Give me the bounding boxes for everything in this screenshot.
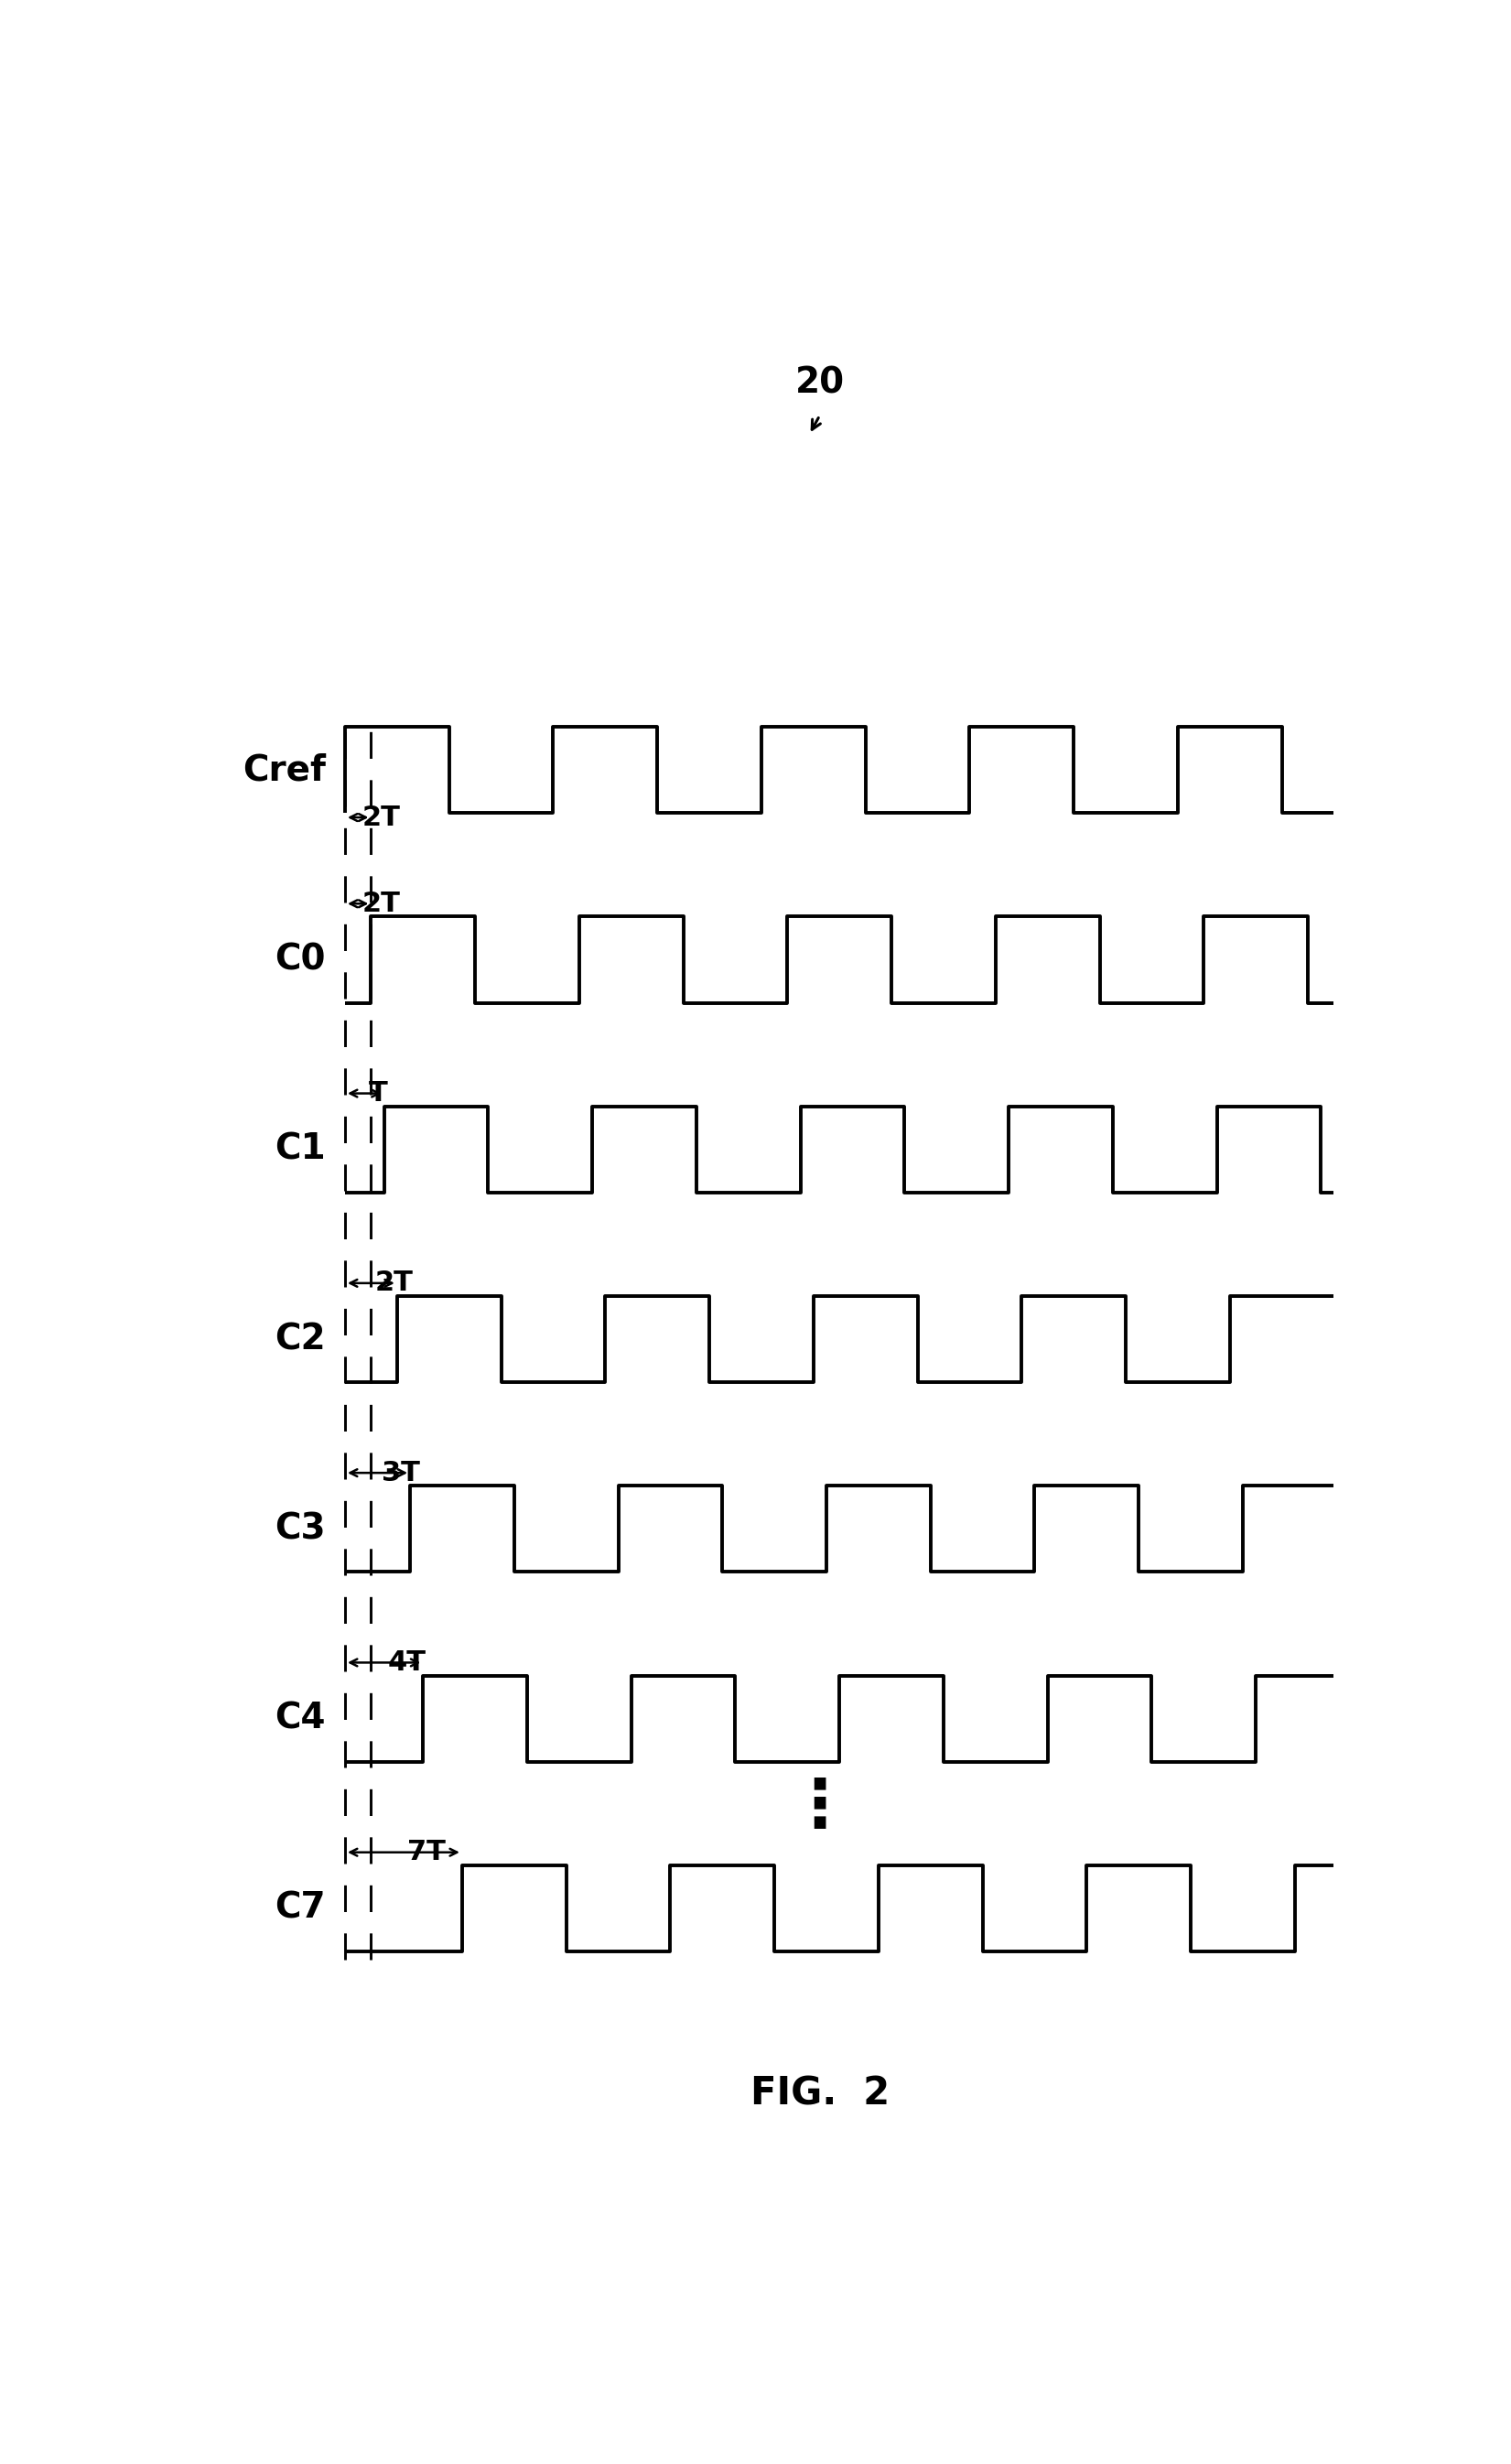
Text: C3: C3 xyxy=(275,1510,325,1547)
Text: T: T xyxy=(369,1079,387,1106)
Text: FIG.  2: FIG. 2 xyxy=(749,2075,890,2112)
Text: 3T: 3T xyxy=(381,1459,420,1486)
Text: 7T: 7T xyxy=(408,1838,446,1865)
Text: ⋮: ⋮ xyxy=(787,1777,852,1841)
Text: C0: C0 xyxy=(275,941,325,978)
Text: C1: C1 xyxy=(275,1131,325,1168)
Text: C7: C7 xyxy=(275,1890,325,1927)
Text: C2: C2 xyxy=(275,1321,325,1358)
Text: C4: C4 xyxy=(275,1700,325,1737)
Text: 2T: 2T xyxy=(363,890,400,917)
Text: 2T: 2T xyxy=(375,1269,414,1296)
Text: 4T: 4T xyxy=(388,1648,426,1676)
Text: Cref: Cref xyxy=(242,752,325,788)
Text: 20: 20 xyxy=(795,365,845,399)
Text: 2T: 2T xyxy=(363,803,400,830)
